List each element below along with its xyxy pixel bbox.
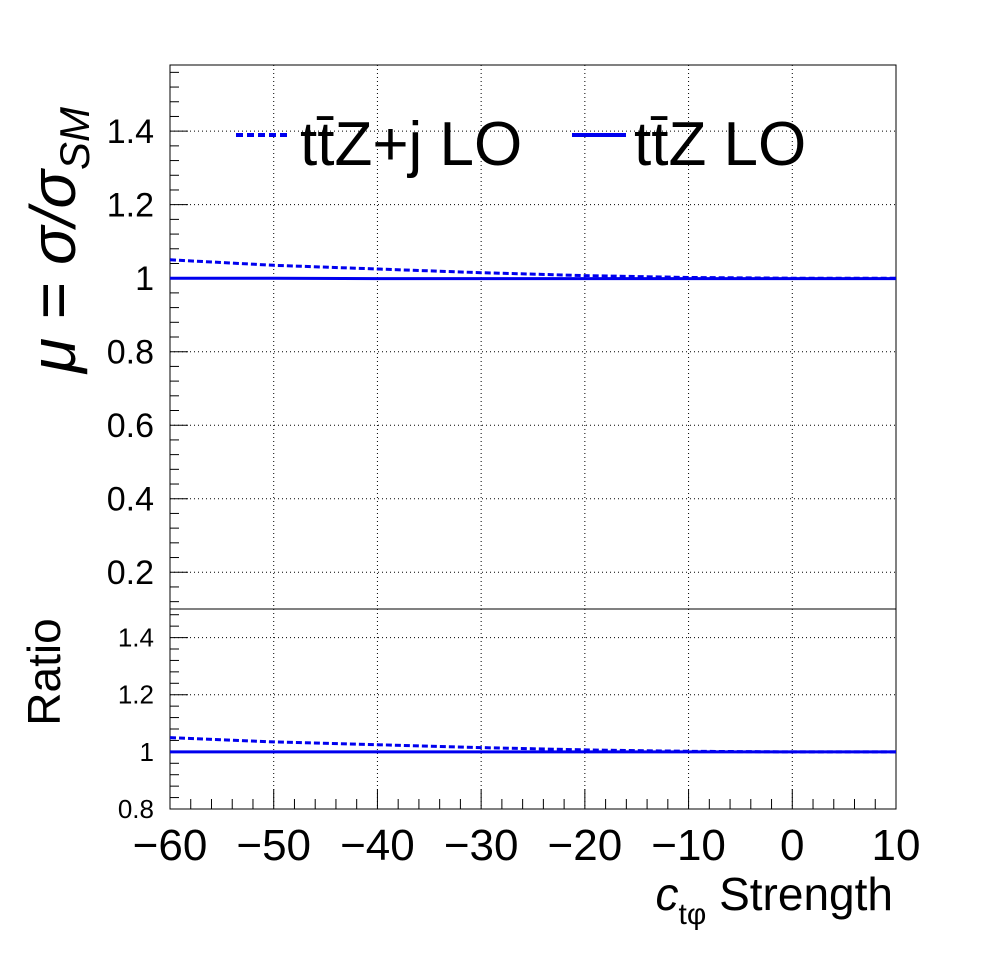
series-layer bbox=[169, 258, 896, 754]
main-series-ttzj-line bbox=[169, 258, 896, 280]
x-tick-label: −50 bbox=[236, 821, 311, 870]
x-axis-title: ctφ Strength bbox=[656, 868, 893, 931]
x-axis-title-sub: tφ bbox=[679, 898, 707, 931]
ratio-y-tick-label: 1 bbox=[140, 737, 154, 767]
ratio-y-tick-label: 0.8 bbox=[118, 794, 154, 824]
main-y-tick-label: 1 bbox=[135, 260, 154, 298]
x-tick-label: −30 bbox=[444, 821, 519, 870]
x-tick-label: −40 bbox=[340, 821, 415, 870]
x-tick-label: −10 bbox=[651, 821, 726, 870]
main-y-tick-label: 0.4 bbox=[107, 481, 154, 519]
x-tick-label: 10 bbox=[872, 821, 921, 870]
ratio-panel-frame bbox=[169, 608, 897, 810]
main-y-axis-title-main: μ = σ/σ bbox=[17, 168, 89, 375]
legend-solid-label: tt̄Z LO bbox=[634, 110, 806, 179]
ratio-series-ttzj-line bbox=[169, 736, 896, 754]
ratio-y-tick-label: 1.4 bbox=[118, 623, 154, 653]
legend: tt̄Z+j LO tt̄Z LO bbox=[236, 110, 806, 179]
label-layer: 0.2 0.4 0.6 0.8 1 1.2 1.4 0.8 1 1.2 1.4 −60 −50 −40 −3… bbox=[107, 113, 921, 870]
main-y-tick-label: 0.2 bbox=[107, 554, 154, 592]
x-axis-title-italic: c bbox=[656, 868, 679, 920]
main-y-tick-label: 1.2 bbox=[107, 187, 154, 225]
legend-dashed-label: tt̄Z+j LO bbox=[300, 110, 522, 179]
main-y-tick-label: 0.8 bbox=[107, 334, 154, 372]
main-y-axis-title: μ = σ/σSM bbox=[17, 107, 98, 375]
frame-layer bbox=[169, 64, 897, 810]
main-y-axis-title-sub: SM bbox=[51, 107, 98, 170]
main-y-tick-label: 1.4 bbox=[107, 113, 154, 151]
x-axis-title-rest: Strength bbox=[706, 868, 893, 920]
main-y-tick-label: 0.6 bbox=[107, 407, 154, 445]
grid-layer bbox=[170, 65, 896, 809]
x-tick-label: −60 bbox=[133, 821, 208, 870]
ratio-y-tick-label: 1.2 bbox=[118, 680, 154, 710]
x-tick-label: −20 bbox=[548, 821, 623, 870]
x-tick-label: 0 bbox=[780, 821, 804, 870]
ratio-y-axis-title: Ratio bbox=[18, 618, 70, 725]
